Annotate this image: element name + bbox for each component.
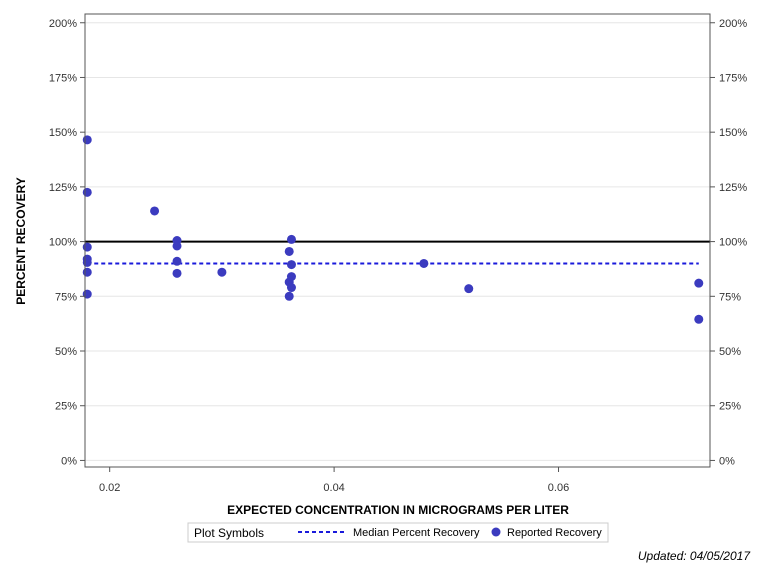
legend-title: Plot Symbols — [194, 526, 264, 540]
data-point — [82, 242, 92, 252]
legend-box — [187, 522, 609, 543]
data-point — [286, 260, 296, 270]
plot-frame — [84, 13, 711, 468]
y-tick-label-right: 25% — [719, 401, 741, 413]
data-point — [286, 234, 296, 244]
y-tick-label-right: 175% — [719, 72, 747, 84]
y-tick-label-left: 200% — [49, 18, 77, 30]
y-tick-label-right: 50% — [719, 346, 741, 358]
y-tick-label-left: 0% — [61, 455, 77, 467]
data-point — [172, 241, 182, 251]
data-point — [286, 272, 296, 282]
y-axis-title: PERCENT RECOVERY — [14, 177, 28, 305]
x-tick-label: 0.02 — [99, 482, 120, 494]
legend: Plot Symbols Median Percent Recovery Rep… — [187, 522, 609, 543]
data-point — [172, 256, 182, 266]
y-tick-label-right: 0% — [719, 455, 735, 467]
y-tick-label-right: 150% — [719, 127, 747, 139]
y-tick-label-left: 100% — [49, 237, 77, 249]
data-point — [150, 206, 160, 216]
legend-marker-swatch — [491, 527, 501, 537]
x-axis: 0.02 0.04 0.06 — [99, 467, 569, 494]
y-axis-left: 0% 25% 50% 75% 100% 125% 150% 175% 200% — [49, 18, 85, 467]
data-point — [284, 291, 294, 301]
y-tick-label-right: 100% — [719, 237, 747, 249]
y-tick-label-left: 125% — [49, 182, 77, 194]
data-point — [82, 135, 92, 145]
y-tick-label-right: 125% — [719, 182, 747, 194]
data-point — [464, 284, 474, 294]
x-tick-label: 0.06 — [548, 482, 569, 494]
data-point — [217, 267, 227, 277]
data-points — [82, 135, 704, 324]
y-tick-label-right: 200% — [719, 18, 747, 30]
y-tick-label-left: 150% — [49, 127, 77, 139]
data-point — [694, 314, 704, 324]
data-point — [172, 268, 182, 278]
y-axis-right: 0% 25% 50% 75% 100% 125% 150% 175% 200% — [710, 18, 747, 467]
legend-recovery-label: Reported Recovery — [507, 527, 602, 539]
y-tick-label-left: 75% — [55, 291, 77, 303]
data-point — [694, 278, 704, 288]
data-point — [82, 289, 92, 299]
updated-date: Updated: 04/05/2017 — [638, 549, 751, 563]
y-tick-label-left: 25% — [55, 401, 77, 413]
x-tick-label: 0.04 — [323, 482, 344, 494]
data-point — [284, 246, 294, 256]
data-point — [286, 283, 296, 293]
data-point — [82, 187, 92, 197]
y-tick-label-right: 75% — [719, 291, 741, 303]
y-tick-label-left: 50% — [55, 346, 77, 358]
data-point — [82, 267, 92, 277]
legend-median-label: Median Percent Recovery — [353, 527, 480, 539]
data-point — [419, 258, 429, 268]
y-tick-label-left: 175% — [49, 72, 77, 84]
data-point — [82, 257, 92, 267]
x-axis-title: EXPECTED CONCENTRATION IN MICROGRAMS PER… — [227, 503, 569, 517]
